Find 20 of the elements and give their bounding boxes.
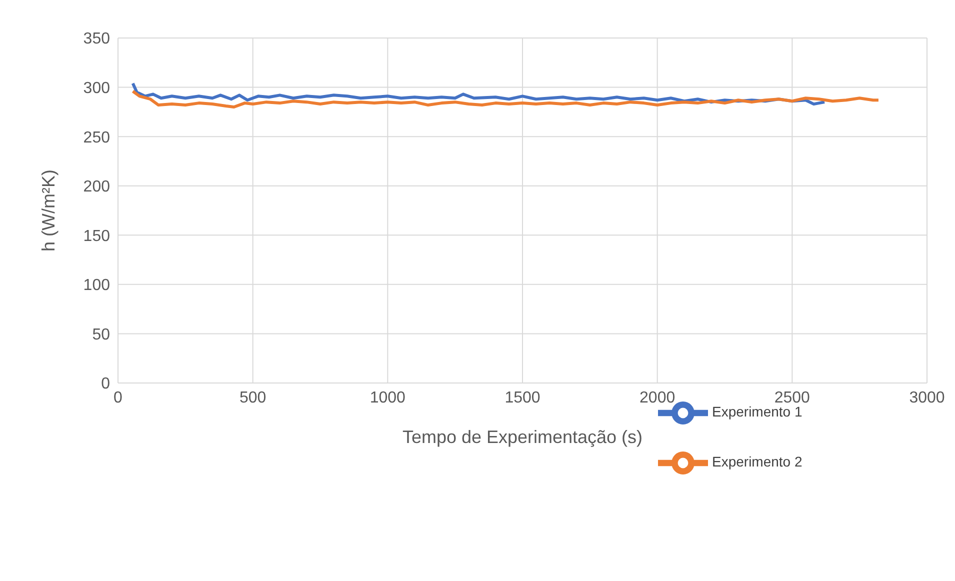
x-tick-label: 1000	[370, 389, 406, 406]
x-tick-label: 2000	[640, 389, 676, 406]
y-tick-label: 100	[83, 277, 110, 294]
x-axis-title: Tempo de Experimentação (s)	[402, 427, 643, 447]
legend-label: Experimento 1	[712, 404, 802, 420]
line-series	[131, 90, 880, 108]
x-tick-label: 2500	[774, 389, 810, 406]
y-tick-label: 50	[92, 326, 110, 344]
legend-label: Experimento 2	[712, 454, 802, 470]
y-tick-label: 200	[83, 178, 110, 196]
x-tick-label: 500	[239, 389, 266, 406]
y-tick-label: 0	[101, 376, 110, 393]
y-tick-label: 350	[83, 30, 110, 48]
y-tick-label: 150	[83, 228, 110, 245]
x-tick-label: 1500	[504, 389, 540, 406]
y-tick-label: 300	[83, 80, 110, 97]
x-tick-label: 0	[114, 389, 123, 406]
x-tick-label: 3000	[909, 389, 945, 406]
y-tick-label: 250	[83, 129, 110, 146]
y-axis-title: h (W/m²K)	[38, 170, 58, 252]
